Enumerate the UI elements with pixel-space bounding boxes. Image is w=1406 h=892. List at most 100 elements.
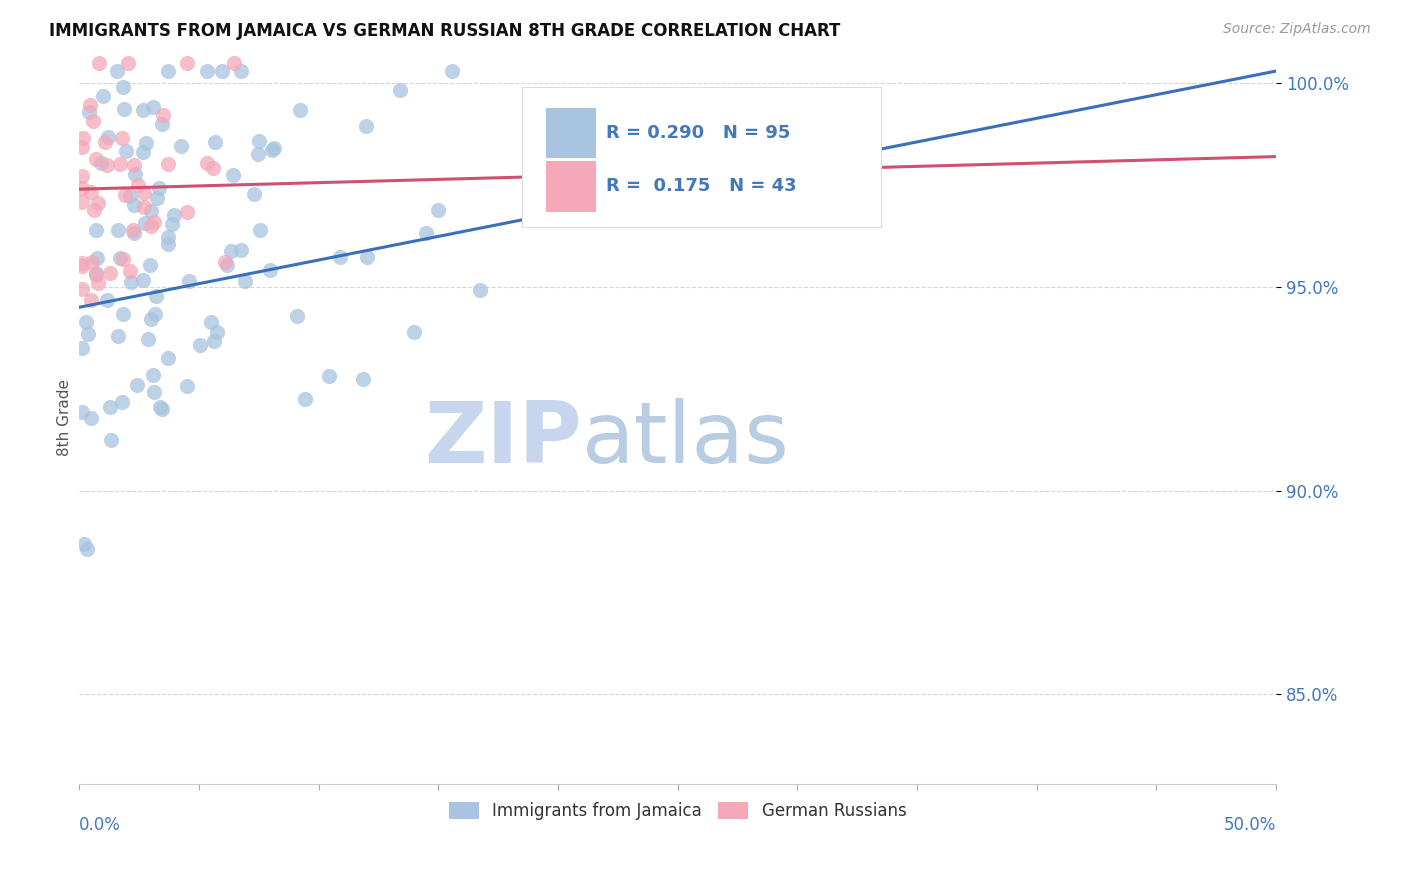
Point bbox=[145, 289, 167, 303]
Point bbox=[160, 217, 183, 231]
Point bbox=[202, 334, 225, 349]
Point bbox=[146, 190, 169, 204]
Point bbox=[318, 369, 340, 384]
Point bbox=[202, 161, 225, 175]
FancyBboxPatch shape bbox=[546, 108, 596, 159]
Point bbox=[188, 337, 211, 351]
Point bbox=[156, 237, 179, 252]
Point bbox=[70, 169, 93, 183]
Point bbox=[132, 273, 155, 287]
Point bbox=[100, 400, 122, 414]
Point bbox=[112, 102, 135, 116]
Point bbox=[120, 275, 142, 289]
Point bbox=[77, 326, 100, 341]
Point bbox=[205, 325, 228, 339]
Point bbox=[79, 97, 101, 112]
Point bbox=[96, 158, 118, 172]
Point bbox=[229, 244, 252, 258]
Text: R = 0.290   N = 95: R = 0.290 N = 95 bbox=[606, 124, 790, 142]
Point bbox=[233, 274, 256, 288]
Text: IMMIGRANTS FROM JAMAICA VS GERMAN RUSSIAN 8TH GRADE CORRELATION CHART: IMMIGRANTS FROM JAMAICA VS GERMAN RUSSIA… bbox=[49, 22, 841, 40]
Point bbox=[219, 244, 242, 259]
Point bbox=[73, 537, 96, 551]
Point bbox=[247, 134, 270, 148]
Point bbox=[470, 283, 492, 297]
Point bbox=[352, 372, 374, 386]
Text: atlas: atlas bbox=[582, 398, 790, 481]
Point bbox=[170, 138, 193, 153]
Point bbox=[114, 188, 136, 202]
Point bbox=[132, 145, 155, 159]
Point bbox=[136, 333, 159, 347]
Point bbox=[124, 167, 146, 181]
Point bbox=[84, 222, 107, 236]
Point bbox=[120, 264, 142, 278]
Point bbox=[117, 56, 139, 70]
Point bbox=[200, 316, 222, 330]
Point bbox=[82, 114, 104, 128]
Legend: Immigrants from Jamaica, German Russians: Immigrants from Jamaica, German Russians bbox=[441, 796, 912, 827]
Point bbox=[141, 204, 163, 219]
Point bbox=[176, 56, 198, 70]
Point bbox=[70, 140, 93, 154]
Point bbox=[108, 157, 131, 171]
Point bbox=[142, 368, 165, 382]
Point bbox=[142, 100, 165, 114]
Point bbox=[132, 103, 155, 117]
Point bbox=[112, 307, 135, 321]
Point bbox=[108, 251, 131, 265]
Point bbox=[156, 351, 179, 365]
Point bbox=[121, 223, 143, 237]
Point bbox=[111, 130, 134, 145]
Point bbox=[427, 202, 450, 217]
Point bbox=[163, 208, 186, 222]
Y-axis label: 8th Grade: 8th Grade bbox=[58, 379, 72, 456]
Point bbox=[243, 187, 266, 202]
Point bbox=[124, 226, 146, 240]
Point bbox=[141, 219, 163, 233]
Point bbox=[231, 64, 253, 78]
Point bbox=[246, 147, 269, 161]
Point bbox=[176, 379, 198, 393]
FancyBboxPatch shape bbox=[522, 87, 882, 227]
Text: R =  0.175   N = 43: R = 0.175 N = 43 bbox=[606, 178, 796, 195]
Point bbox=[149, 400, 172, 414]
Point bbox=[75, 315, 97, 329]
Point bbox=[122, 197, 145, 211]
Point bbox=[211, 64, 233, 78]
Point bbox=[127, 178, 149, 192]
Point bbox=[84, 152, 107, 166]
Text: Source: ZipAtlas.com: Source: ZipAtlas.com bbox=[1223, 22, 1371, 37]
Point bbox=[134, 215, 156, 229]
Point bbox=[143, 215, 166, 229]
Point bbox=[94, 135, 117, 149]
Point bbox=[76, 542, 98, 557]
Point bbox=[329, 250, 352, 264]
Point bbox=[124, 158, 146, 172]
Point bbox=[70, 181, 93, 195]
Point bbox=[222, 168, 245, 182]
Point bbox=[105, 64, 128, 78]
Point bbox=[111, 394, 134, 409]
Point bbox=[70, 405, 93, 419]
Point bbox=[84, 268, 107, 282]
Point bbox=[84, 266, 107, 280]
Point bbox=[288, 103, 311, 118]
Point bbox=[118, 189, 141, 203]
Point bbox=[80, 293, 103, 308]
Point bbox=[135, 136, 157, 150]
Point bbox=[150, 401, 173, 416]
Point bbox=[80, 254, 103, 268]
Point bbox=[107, 223, 129, 237]
Point bbox=[157, 157, 180, 171]
Point bbox=[204, 135, 226, 149]
Point bbox=[100, 433, 122, 447]
Point bbox=[404, 325, 426, 339]
Point bbox=[263, 141, 285, 155]
Point bbox=[143, 307, 166, 321]
Point bbox=[87, 277, 110, 291]
Point bbox=[70, 341, 93, 355]
FancyBboxPatch shape bbox=[546, 161, 596, 212]
Point bbox=[224, 56, 246, 70]
Point bbox=[112, 252, 135, 266]
